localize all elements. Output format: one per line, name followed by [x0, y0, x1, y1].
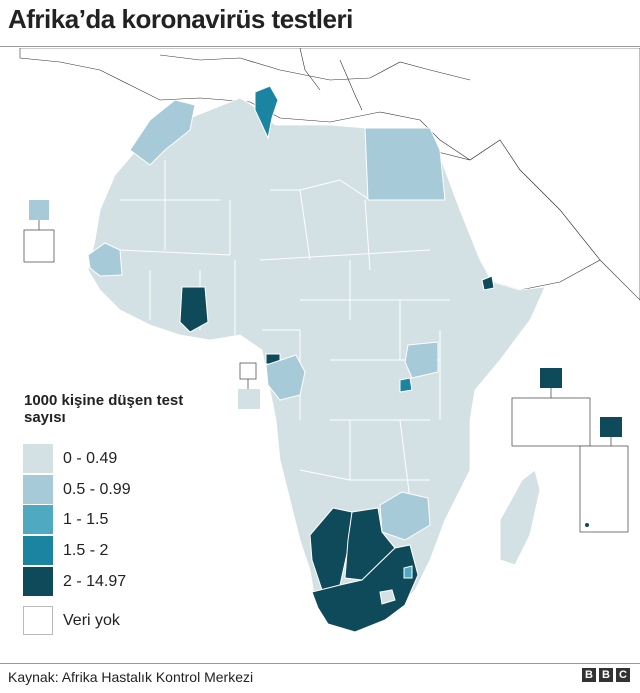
legend-label: 2 - 14.97	[63, 573, 127, 590]
legend-item: 0.5 - 0.99	[23, 475, 223, 505]
country-egypt	[364, 127, 446, 201]
seychelles-swatch	[540, 368, 562, 388]
map-title: Afrika’da koronavirüs testleri	[8, 4, 353, 34]
cape-verde-inset	[23, 229, 55, 263]
mauritius-swatch	[600, 417, 622, 437]
country-tunisia	[254, 85, 279, 140]
country-borders	[119, 160, 450, 501]
sao-tome-swatch	[238, 389, 260, 409]
sao-tome-inset	[239, 362, 257, 380]
africa-map	[19, 48, 640, 633]
source-note: Kaynak: Afrika Hastalık Kontrol Merkezi	[8, 669, 254, 685]
legend-swatch	[23, 505, 53, 534]
legend-label: 1 - 1.5	[63, 511, 109, 528]
mauritius-inset	[579, 445, 629, 533]
country-djibouti	[481, 275, 495, 291]
country-south-africa	[311, 544, 419, 633]
legend-title: 1000 kişine düşen test sayısı	[24, 392, 184, 426]
legend-label: 1.5 - 2	[63, 542, 109, 559]
legend-swatch	[23, 444, 53, 473]
country-uganda	[404, 341, 439, 379]
non-african-landmass	[19, 48, 640, 301]
legend-item: 2 - 14.97	[23, 567, 223, 597]
legend-item: 1.5 - 2	[23, 536, 223, 566]
seychelles-inset	[511, 397, 591, 447]
legend-item: 1 - 1.5	[23, 505, 223, 535]
legend-swatch	[23, 475, 53, 504]
legend-item-no-data: Veri yok	[23, 606, 223, 636]
country-rwanda	[399, 377, 413, 393]
country-madagascar	[499, 469, 541, 566]
legend-label: 0 - 0.49	[63, 450, 118, 467]
country-ghana	[179, 286, 209, 333]
legend-swatch	[23, 536, 53, 565]
country-senegal	[87, 242, 123, 277]
legend-swatch	[23, 567, 53, 596]
country-gabon	[265, 354, 306, 401]
cape-verde-swatch	[29, 200, 49, 220]
legend-label: 0.5 - 0.99	[63, 481, 131, 498]
country-morocco	[129, 99, 196, 166]
legend-item: 0 - 0.49	[23, 444, 223, 474]
country-lesotho	[379, 589, 396, 605]
title-divider	[0, 46, 640, 47]
legend-swatch-no-data	[23, 606, 53, 635]
country-eswatini	[403, 565, 413, 579]
legend-label-no-data: Veri yok	[63, 612, 120, 629]
footer-divider	[0, 663, 640, 664]
